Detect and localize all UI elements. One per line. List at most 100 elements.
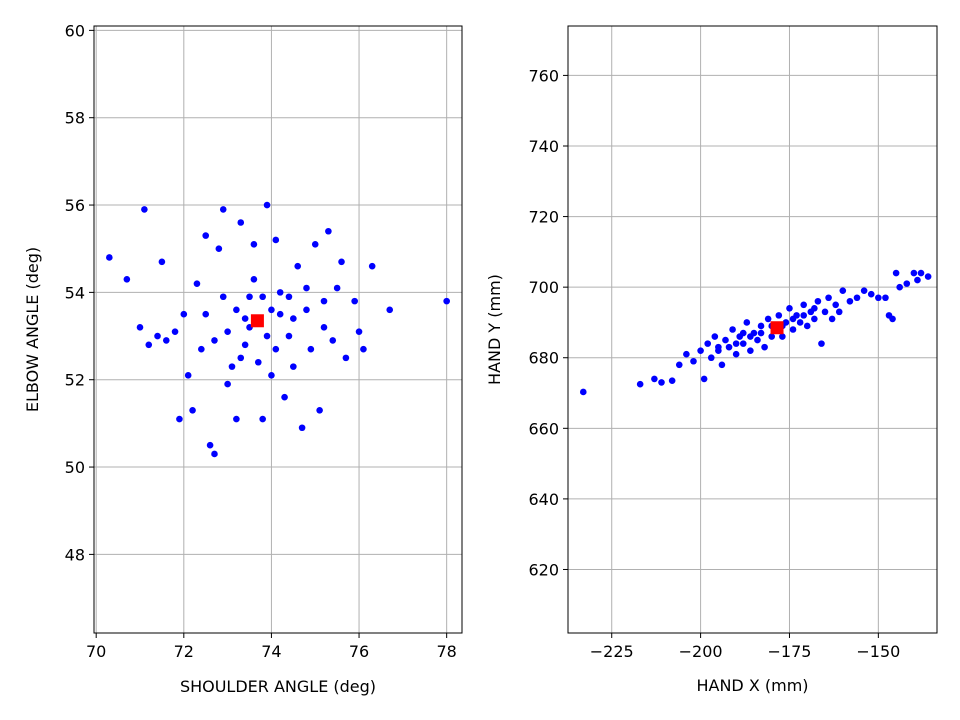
data-point [224,380,231,388]
y-tick-label: 48 [65,545,85,564]
chart1-x-axis-label: HAND X (mm) [696,676,808,695]
data-point [846,297,854,305]
data-point [882,294,889,302]
data-point [285,293,293,301]
data-point [789,326,797,333]
data-point [158,258,166,266]
mean-point-marker [770,321,784,335]
data-point [316,406,323,414]
data-point [211,450,218,458]
chart0-x-axis-label: SHOULDER ANGLE (deg) [180,677,376,696]
x-tick-label: 76 [349,642,369,661]
data-point [889,315,896,323]
data-point [761,343,768,351]
data-point [860,287,868,294]
hand-position-scatter-chart: −225 −200 −175 −150 620 640 660 680 700 720 740 760… [485,25,938,695]
data-point [320,297,328,305]
data-point [892,269,900,277]
data-point [725,343,733,351]
chart0-y-axis-label: ELBOW ANGLE (deg) [23,247,42,412]
x-tick-label: 72 [174,642,194,661]
y-tick-label: 740 [528,137,559,156]
data-point [233,306,240,314]
chart1-axes-frame [567,25,938,634]
data-point [924,273,932,280]
data-point [636,380,644,388]
data-point [189,406,196,414]
data-point [722,336,729,344]
data-point [202,310,210,318]
data-point [193,280,201,287]
data-point [272,345,280,353]
data-point [171,328,179,335]
data-point [914,276,921,284]
data-point [241,341,249,349]
data-point [715,343,722,351]
x-tick-label: −225 [590,642,634,661]
data-point [828,315,836,323]
chart0-axes-frame [93,25,463,634]
data-point [268,372,275,379]
data-point [729,326,736,333]
data-point [303,306,310,314]
data-point [184,372,192,379]
data-point [215,245,223,253]
y-tick-label: 56 [65,196,85,215]
data-point [853,294,861,302]
data-point [263,201,271,209]
data-point [237,354,245,362]
data-point [711,333,719,340]
data-point [320,324,328,331]
data-point [202,232,210,239]
chart0-grid [94,26,462,633]
data-point [386,306,394,314]
data-point [290,315,297,322]
data-point [224,328,231,335]
data-point [739,340,747,347]
data-point [803,322,811,330]
data-point [351,297,358,305]
data-point [910,269,918,277]
data-point [443,297,450,305]
data-point [579,388,587,396]
data-point [237,219,245,226]
data-point [268,306,275,314]
data-point [903,280,911,287]
data-point [675,361,683,369]
data-point [779,333,786,340]
chart0-ticks: 70 72 74 76 78 48 50 52 54 56 58 60 [65,21,457,661]
data-point [683,350,690,358]
data-point [254,358,262,366]
data-point [747,347,754,354]
data-point [123,275,131,283]
data-point [754,336,761,344]
data-point [875,294,882,302]
y-tick-label: 58 [65,109,85,128]
data-point [800,301,807,309]
mean-point-marker [250,314,264,328]
y-tick-label: 700 [528,278,559,297]
data-point [718,361,726,369]
data-point [333,284,341,292]
data-point [690,357,697,365]
data-point [272,236,280,244]
data-point [338,258,345,266]
data-point [707,354,715,362]
data-point [739,329,747,337]
data-point [768,333,775,340]
data-point [835,308,843,316]
data-point [811,315,818,323]
y-tick-label: 60 [65,21,85,40]
data-point [311,241,319,248]
data-point [789,315,797,323]
data-point [198,345,205,353]
data-point [651,375,658,383]
data-point [285,332,293,340]
data-point [145,341,153,349]
chart1-y-axis-label: HAND Y (mm) [485,274,504,385]
data-point [263,332,271,340]
data-point [276,310,284,318]
data-point [233,415,240,423]
